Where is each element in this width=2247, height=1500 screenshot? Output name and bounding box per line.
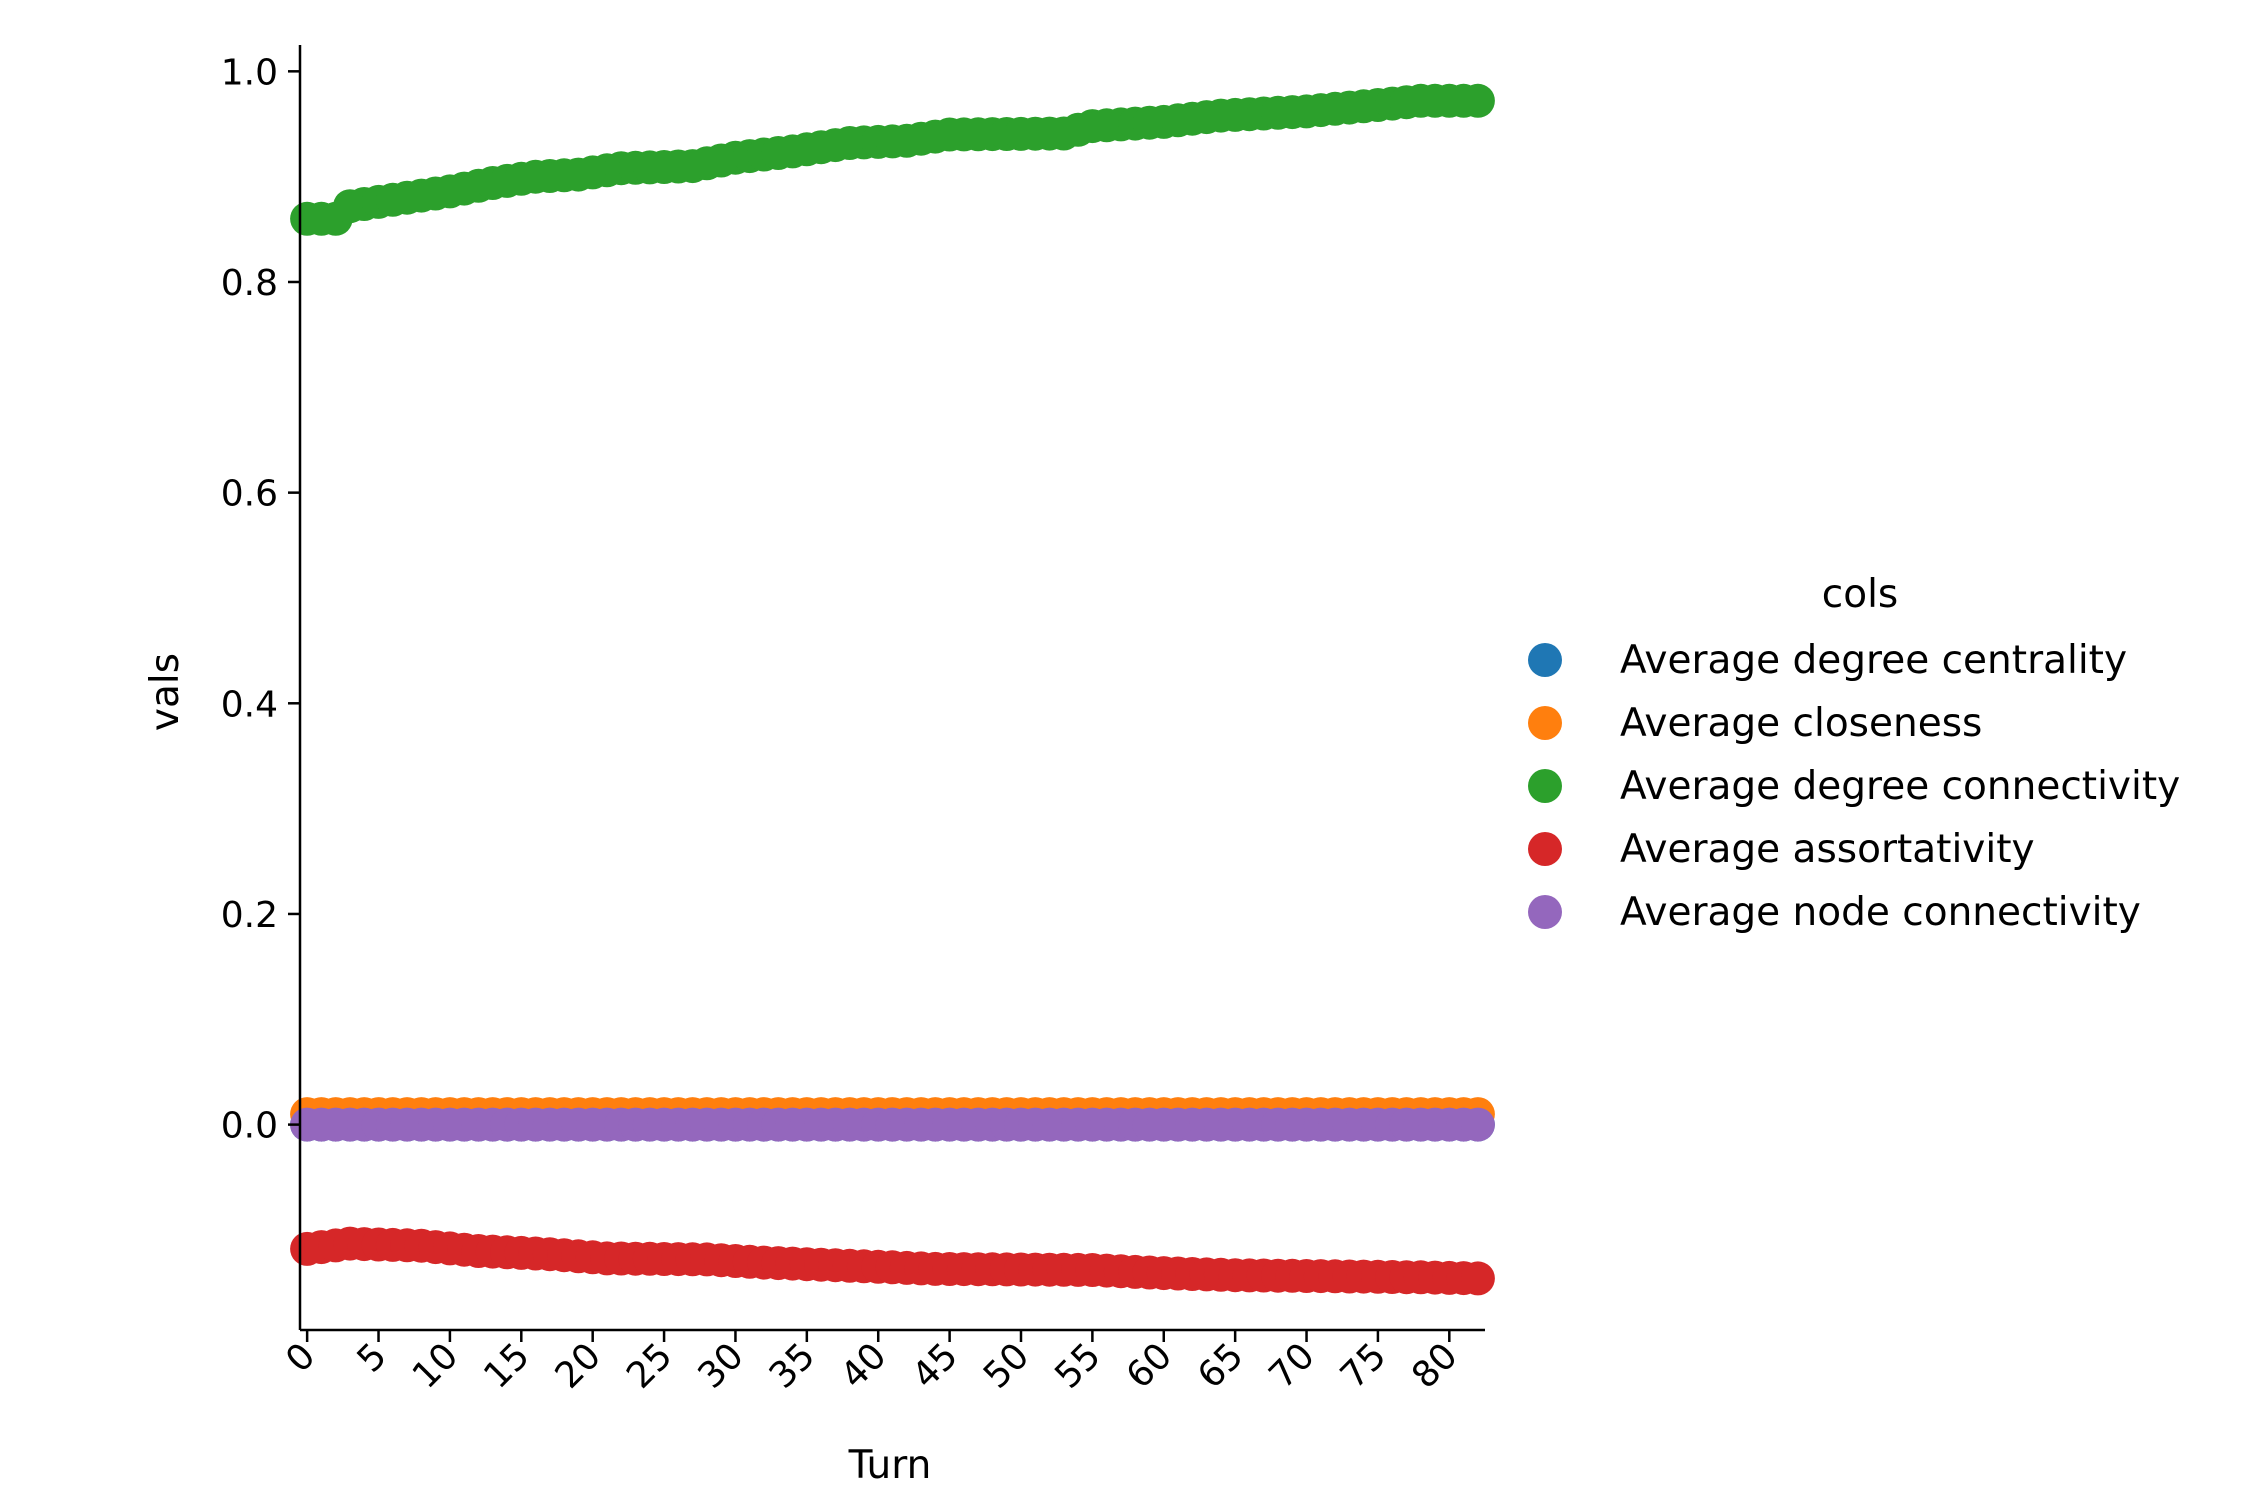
x-axis: 0 5 10 15 20 25 30 35 40 45 50 55 60 65 70 75 80 (278, 1328, 1485, 1397)
x-tick-label: 10 (405, 1335, 466, 1396)
x-tick-label: 40 (833, 1335, 894, 1396)
x-tick-label: 30 (690, 1335, 751, 1396)
y-tick-label: 1.0 (221, 52, 278, 93)
legend: cols Average degree centrality Average cl… (1528, 572, 2180, 935)
legend-title: cols (1822, 572, 1898, 617)
x-tick-label: 75 (1333, 1335, 1394, 1396)
legend-marker (1528, 706, 1562, 740)
legend-label: Average degree connectivity (1620, 764, 2180, 809)
x-tick-label: 5 (350, 1335, 395, 1380)
x-tick-label: 50 (976, 1335, 1037, 1396)
x-tick-label: 65 (1190, 1335, 1251, 1396)
x-axis-title: Turn (848, 1443, 932, 1488)
y-axis-title: vals (143, 653, 188, 731)
x-tick-label: 20 (548, 1335, 609, 1396)
y-axis: 0.0 0.2 0.4 0.6 0.8 1.0 (221, 45, 302, 1330)
y-tick-label: 0.0 (221, 1106, 278, 1147)
legend-label: Average node connectivity (1620, 890, 2141, 935)
y-tick-label: 0.2 (221, 895, 278, 936)
series-5 (290, 1107, 1495, 1142)
data-point (1460, 83, 1495, 118)
x-tick-label: 70 (1261, 1335, 1322, 1396)
x-tick-label: 80 (1404, 1335, 1465, 1396)
series-3 (290, 83, 1495, 236)
legend-marker (1528, 769, 1562, 803)
x-tick-label: 15 (476, 1335, 537, 1396)
legend-marker (1528, 832, 1562, 866)
series-4 (290, 1226, 1495, 1296)
y-tick-label: 0.8 (221, 263, 278, 304)
plot-area (290, 83, 1495, 1296)
legend-label: Average degree centrality (1620, 638, 2127, 683)
data-point (1460, 1261, 1495, 1296)
x-tick-label: 25 (619, 1335, 680, 1396)
legend-marker (1528, 895, 1562, 929)
x-tick-label: 55 (1047, 1335, 1108, 1396)
x-tick-label: 45 (905, 1335, 966, 1396)
y-tick-label: 0.4 (221, 684, 278, 725)
legend-label: Average closeness (1620, 701, 1982, 746)
x-tick-label: 35 (762, 1335, 823, 1396)
x-tick-label: 60 (1119, 1335, 1180, 1396)
legend-marker (1528, 643, 1562, 677)
y-tick-label: 0.6 (221, 474, 278, 515)
x-tick-label: 0 (278, 1335, 323, 1380)
legend-label: Average assortativity (1620, 827, 2035, 872)
data-point (1460, 1107, 1495, 1142)
